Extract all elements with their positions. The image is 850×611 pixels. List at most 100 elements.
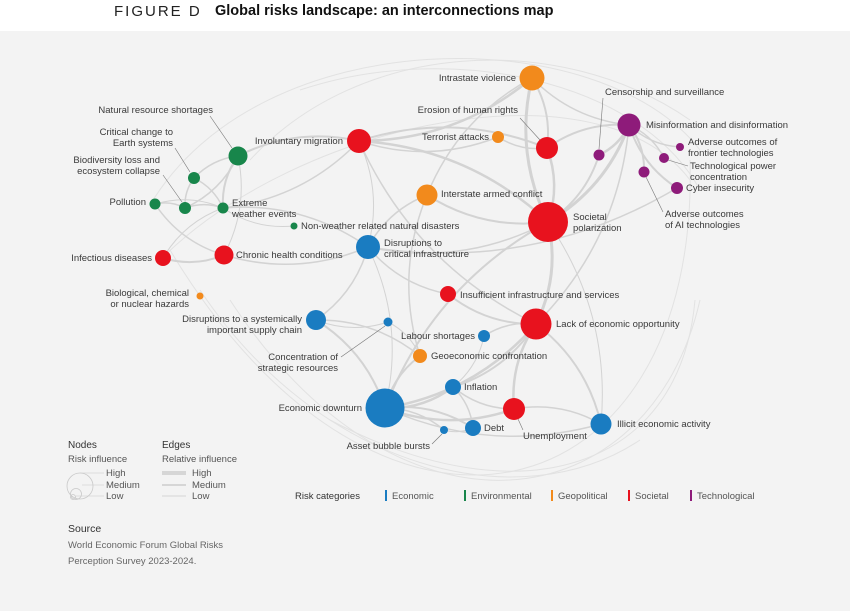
node-label-insuffinfra: Insufficient infrastructure and services (460, 290, 620, 301)
legend-node-label-medium: Medium (106, 480, 140, 491)
legend-edges-title: Edges (162, 440, 190, 451)
edge (222, 206, 369, 248)
node-concentration (383, 317, 393, 327)
figure-label: FIGURE D (114, 3, 202, 20)
node-label-earthsys: Critical change to Earth systems (100, 127, 174, 149)
node-downturn (365, 388, 405, 428)
label-leaders (162, 97, 689, 445)
edge (513, 406, 602, 425)
node-label-pollution: Pollution (110, 197, 146, 208)
label-leader-bubble (431, 433, 443, 445)
node-label-downturn: Economic downturn (279, 403, 362, 414)
background-arc (329, 299, 696, 472)
edge (315, 319, 421, 357)
node-label-econopp: Lack of economic opportunity (556, 319, 680, 330)
node-label-unemployment: Unemployment (523, 431, 587, 442)
edge (237, 135, 360, 157)
legend-edge-label-medium: Medium (192, 480, 226, 491)
node-label-nonweather: Non-weather related natural disasters (301, 221, 460, 232)
edge (367, 246, 393, 409)
node-labels: Intrastate violence Censorship and survei… (71, 73, 788, 452)
edge (367, 187, 678, 254)
node-geoecon (413, 349, 427, 363)
node-natres (228, 146, 248, 166)
node-terrorist (492, 131, 504, 143)
node-label-labour: Labour shortages (401, 331, 475, 342)
node-humanrights (536, 137, 558, 159)
node-label-debt: Debt (484, 423, 504, 434)
node-infectious (155, 250, 171, 266)
background-arcs (149, 58, 701, 481)
node-pollution (149, 198, 161, 210)
node-label-cyber: Cyber insecurity (686, 183, 754, 194)
edge (383, 322, 538, 410)
edge (223, 246, 369, 265)
node-illicit (590, 413, 612, 435)
figure-header: FIGURE D Global risks landscape: an inte… (0, 0, 850, 31)
edge (358, 136, 499, 153)
legend-node-low (70, 494, 76, 500)
legend-categories: Risk categories Economic Environmental G… (295, 490, 755, 502)
node-label-humanrights: Erosion of human rights (418, 105, 519, 116)
node-cyber (671, 182, 683, 194)
node-label-bubble: Asset bubble bursts (347, 441, 431, 452)
node-label-frontier: Adverse outcomes of frontier technologies (688, 137, 778, 159)
legend-categories-title: Risk categories (295, 491, 360, 502)
node-label-techpower: Technological power concentration (690, 161, 776, 183)
node-label-infectious: Infectious diseases (71, 253, 152, 264)
node-inflation (445, 379, 461, 395)
node-label-chronic: Chronic health conditions (236, 250, 343, 261)
node-intrastate (519, 65, 545, 91)
node-censorship (593, 149, 605, 161)
edge (154, 199, 224, 209)
source-text: World Economic Forum Global Risks Percep… (68, 540, 224, 567)
legend-category-technological: Technological (697, 491, 755, 502)
node-econopp (520, 308, 552, 340)
legend-node-label-low: Low (106, 491, 124, 502)
node-interstate (416, 184, 438, 206)
edge (222, 207, 295, 228)
edge (357, 76, 534, 143)
background-arc (249, 59, 691, 161)
node-polarization (528, 202, 568, 242)
legend-edge-label-high: High (192, 468, 212, 479)
legend-category-environmental: Environmental (471, 491, 532, 502)
edge (358, 126, 548, 149)
label-leader-censorship (598, 97, 604, 150)
node-label-terrorist: Terrorist attacks (422, 132, 489, 143)
node-frontier (676, 143, 684, 151)
node-label-extreme: Extreme weather events (231, 198, 297, 220)
node-label-natres: Natural resource shortages (98, 105, 213, 116)
node-label-concentration: Concentration of strategic resources (258, 352, 339, 374)
node-label-critinfra: Disruptions to critical infrastructure (384, 238, 469, 260)
legend-edges-subtitle: Relative influence (162, 454, 237, 465)
node-ai (638, 166, 650, 178)
node-migration (347, 129, 371, 153)
edge (162, 207, 224, 259)
node-insuffinfra (440, 286, 456, 302)
figure-title: Global risks landscape: an interconnecti… (215, 3, 554, 19)
label-leader-unemployment (517, 418, 524, 431)
node-extreme (217, 202, 229, 214)
label-leader-ai (645, 176, 664, 213)
node-label-biochem: Biological, chemical or nuclear hazards (106, 288, 190, 310)
source-title: Source (68, 523, 102, 535)
node-label-misinfo: Misinformation and disinformation (646, 120, 788, 131)
node-unemployment (503, 398, 525, 420)
background-arc (229, 299, 701, 481)
node-label-intrastate: Intrastate violence (439, 73, 516, 84)
legend-category-economic: Economic (392, 491, 434, 502)
background-arc (149, 58, 701, 206)
label-leader-concentration (340, 325, 386, 358)
legend-nodes-subtitle: Risk influence (68, 454, 127, 465)
edge (408, 194, 428, 357)
node-label-supplychain: Disruptions to a systemically important s… (182, 314, 302, 336)
label-leader-humanrights (519, 117, 541, 141)
node-critinfra (356, 235, 380, 259)
node-labour (478, 330, 490, 342)
edge (535, 323, 602, 425)
edge (384, 407, 602, 437)
node-earthsys (188, 172, 200, 184)
legend-nodes-title: Nodes (68, 440, 97, 451)
